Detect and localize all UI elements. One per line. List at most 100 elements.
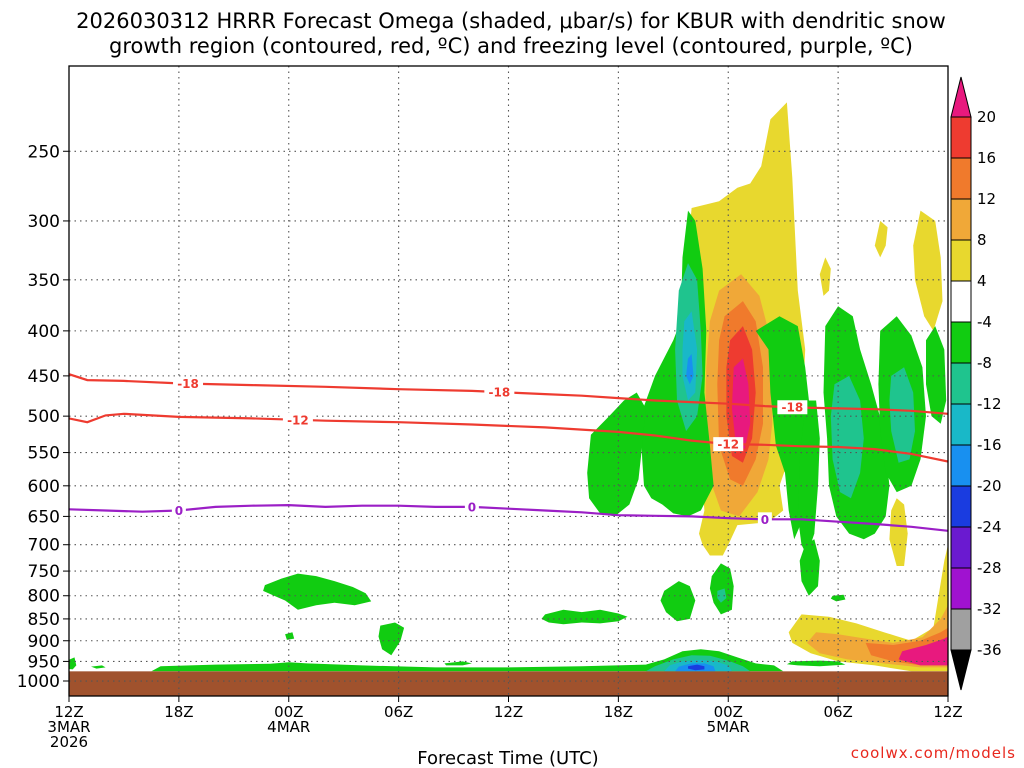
y-tick-label-850: 850	[28, 610, 60, 630]
x-tick-label-36-0: 00Z	[714, 703, 743, 721]
contour-label-bg-0-2	[777, 400, 808, 415]
omega-region-43	[91, 665, 106, 669]
x-tick-label-30-0: 18Z	[604, 703, 633, 721]
omega-region-5	[913, 210, 943, 331]
contour-label-0-2: -18	[782, 401, 804, 415]
colorbar-tick-label--8: -8	[977, 354, 992, 372]
colorbar-bin-3	[950, 198, 972, 241]
colorbar-bin-1	[950, 116, 972, 159]
colorbar-tick-label--28: -28	[977, 559, 1002, 577]
omega-region-8	[889, 498, 908, 566]
colorbar-bin-4	[950, 239, 972, 282]
omega-region-21	[830, 375, 864, 499]
y-tick-label-400: 400	[28, 322, 60, 342]
contour-label-bg-0-0	[173, 376, 204, 391]
chart-title-line-1: 2026030312 HRRR Forecast Omega (shaded, …	[76, 9, 946, 33]
y-tick-label-1000: 1000	[17, 672, 60, 692]
colorbar-tick-label-16: 16	[977, 149, 996, 167]
colorbar-tick-label-12: 12	[977, 190, 996, 208]
colorbar-bin-13	[950, 608, 972, 651]
colorbar-top-arrow	[950, 76, 972, 118]
omega-region-25	[797, 400, 820, 556]
colorbar-tick-label-8: 8	[977, 231, 987, 249]
x-tick-label-6-0: 18Z	[164, 703, 193, 721]
colorbar-bin-11	[950, 526, 972, 569]
y-tick-label-650: 650	[28, 507, 60, 527]
colorbar: 20 16 12 8 4 -4 -8 -12 -16 -20 -24 -28 -32 -36	[950, 76, 1002, 691]
colorbar-bin-9	[950, 444, 972, 487]
omega-region-17	[686, 354, 694, 385]
contour-label-0-0: -18	[177, 377, 199, 391]
ground-fill	[69, 671, 948, 696]
y-tick-label-500: 500	[28, 407, 60, 427]
contour-label-bg-1-1	[713, 437, 744, 452]
colorbar-bin-10	[950, 485, 972, 528]
y-tick-label-250: 250	[28, 142, 60, 162]
omega-region-26	[799, 539, 820, 596]
ground-layer	[69, 671, 948, 696]
colorbar-tick-label--4: -4	[977, 313, 992, 331]
omega-shading	[69, 102, 948, 672]
y-tick-label-700: 700	[28, 536, 60, 556]
contour-lines: -18 -18 -18 -12 -12 0 0 0	[69, 373, 948, 532]
colorbar-bin-8	[950, 403, 972, 446]
grid-lines	[69, 66, 948, 696]
x-tick-label-36-1: 5MAR	[707, 718, 750, 736]
contour-label-2-1: 0	[468, 500, 476, 514]
y-tick-label-600: 600	[28, 477, 60, 497]
x-tick-label-18-0: 06Z	[384, 703, 413, 721]
omega-region-34	[541, 609, 628, 625]
colorbar-bin-7	[950, 362, 972, 405]
y-tick-label-300: 300	[28, 212, 60, 232]
x-axis-label: Forecast Time (UTC)	[417, 748, 598, 768]
contour-label-bg-2-0	[171, 503, 186, 518]
contour-label-2-2: 0	[761, 513, 769, 527]
contour-label-2-0: 0	[175, 504, 183, 518]
y-tick-label-950: 950	[28, 652, 60, 672]
colorbar-bin-6	[950, 321, 972, 364]
omega-region-7	[819, 257, 831, 296]
colorbar-tick-label-20: 20	[977, 108, 996, 126]
omega-region-6	[874, 220, 888, 258]
colorbar-tick-label--32: -32	[977, 600, 1002, 618]
colorbar-bin-5	[950, 280, 972, 323]
omega-region-38	[151, 649, 784, 672]
watermark-text: coolwx.com/models	[851, 744, 1016, 762]
omega-region-30	[830, 594, 846, 602]
x-tick-label-0-0: 12Z	[54, 703, 83, 721]
y-tick-label-350: 350	[28, 271, 60, 291]
y-tick-label-900: 900	[28, 632, 60, 652]
y-tick-label-450: 450	[28, 367, 60, 387]
x-tick-label-0-1: 3MAR	[47, 718, 90, 736]
colorbar-tick-label--20: -20	[977, 477, 1002, 495]
colorbar-bin-12	[950, 567, 972, 610]
y-tick-label-550: 550	[28, 444, 60, 464]
x-tick-label-12-0: 00Z	[274, 703, 303, 721]
omega-region-32	[378, 622, 405, 656]
contour-label-1-1: -12	[717, 438, 739, 452]
colorbar-tick-label--16: -16	[977, 436, 1002, 454]
omega-region-27	[660, 581, 696, 622]
contour-line-0	[69, 373, 948, 415]
omega-region-42	[688, 664, 705, 671]
omega-region-35	[786, 660, 846, 667]
colorbar-tick-label--24: -24	[977, 518, 1002, 536]
x-tick-label-42-0: 06Z	[823, 703, 852, 721]
x-tick-label-24-0: 12Z	[494, 703, 523, 721]
y-tick-label-800: 800	[28, 587, 60, 607]
y-axis: 2503003504004505005506006507007508008509…	[17, 142, 69, 692]
contour-line-1	[69, 412, 948, 463]
omega-region-12	[898, 636, 948, 666]
contour-line-2	[69, 503, 948, 532]
omega-region-33	[285, 632, 295, 640]
y-tick-label-750: 750	[28, 562, 60, 582]
x-tick-label-12-1: 4MAR	[267, 718, 310, 736]
chart-title-line-2: growth region (contoured, red, ºC) and f…	[109, 34, 913, 58]
colorbar-tick-label--12: -12	[977, 395, 1002, 413]
contour-label-1-0: -12	[287, 413, 309, 427]
x-tick-label-0-2: 2026	[50, 733, 88, 751]
omega-region-36	[444, 661, 472, 666]
x-tick-label-48-0: 12Z	[933, 703, 962, 721]
